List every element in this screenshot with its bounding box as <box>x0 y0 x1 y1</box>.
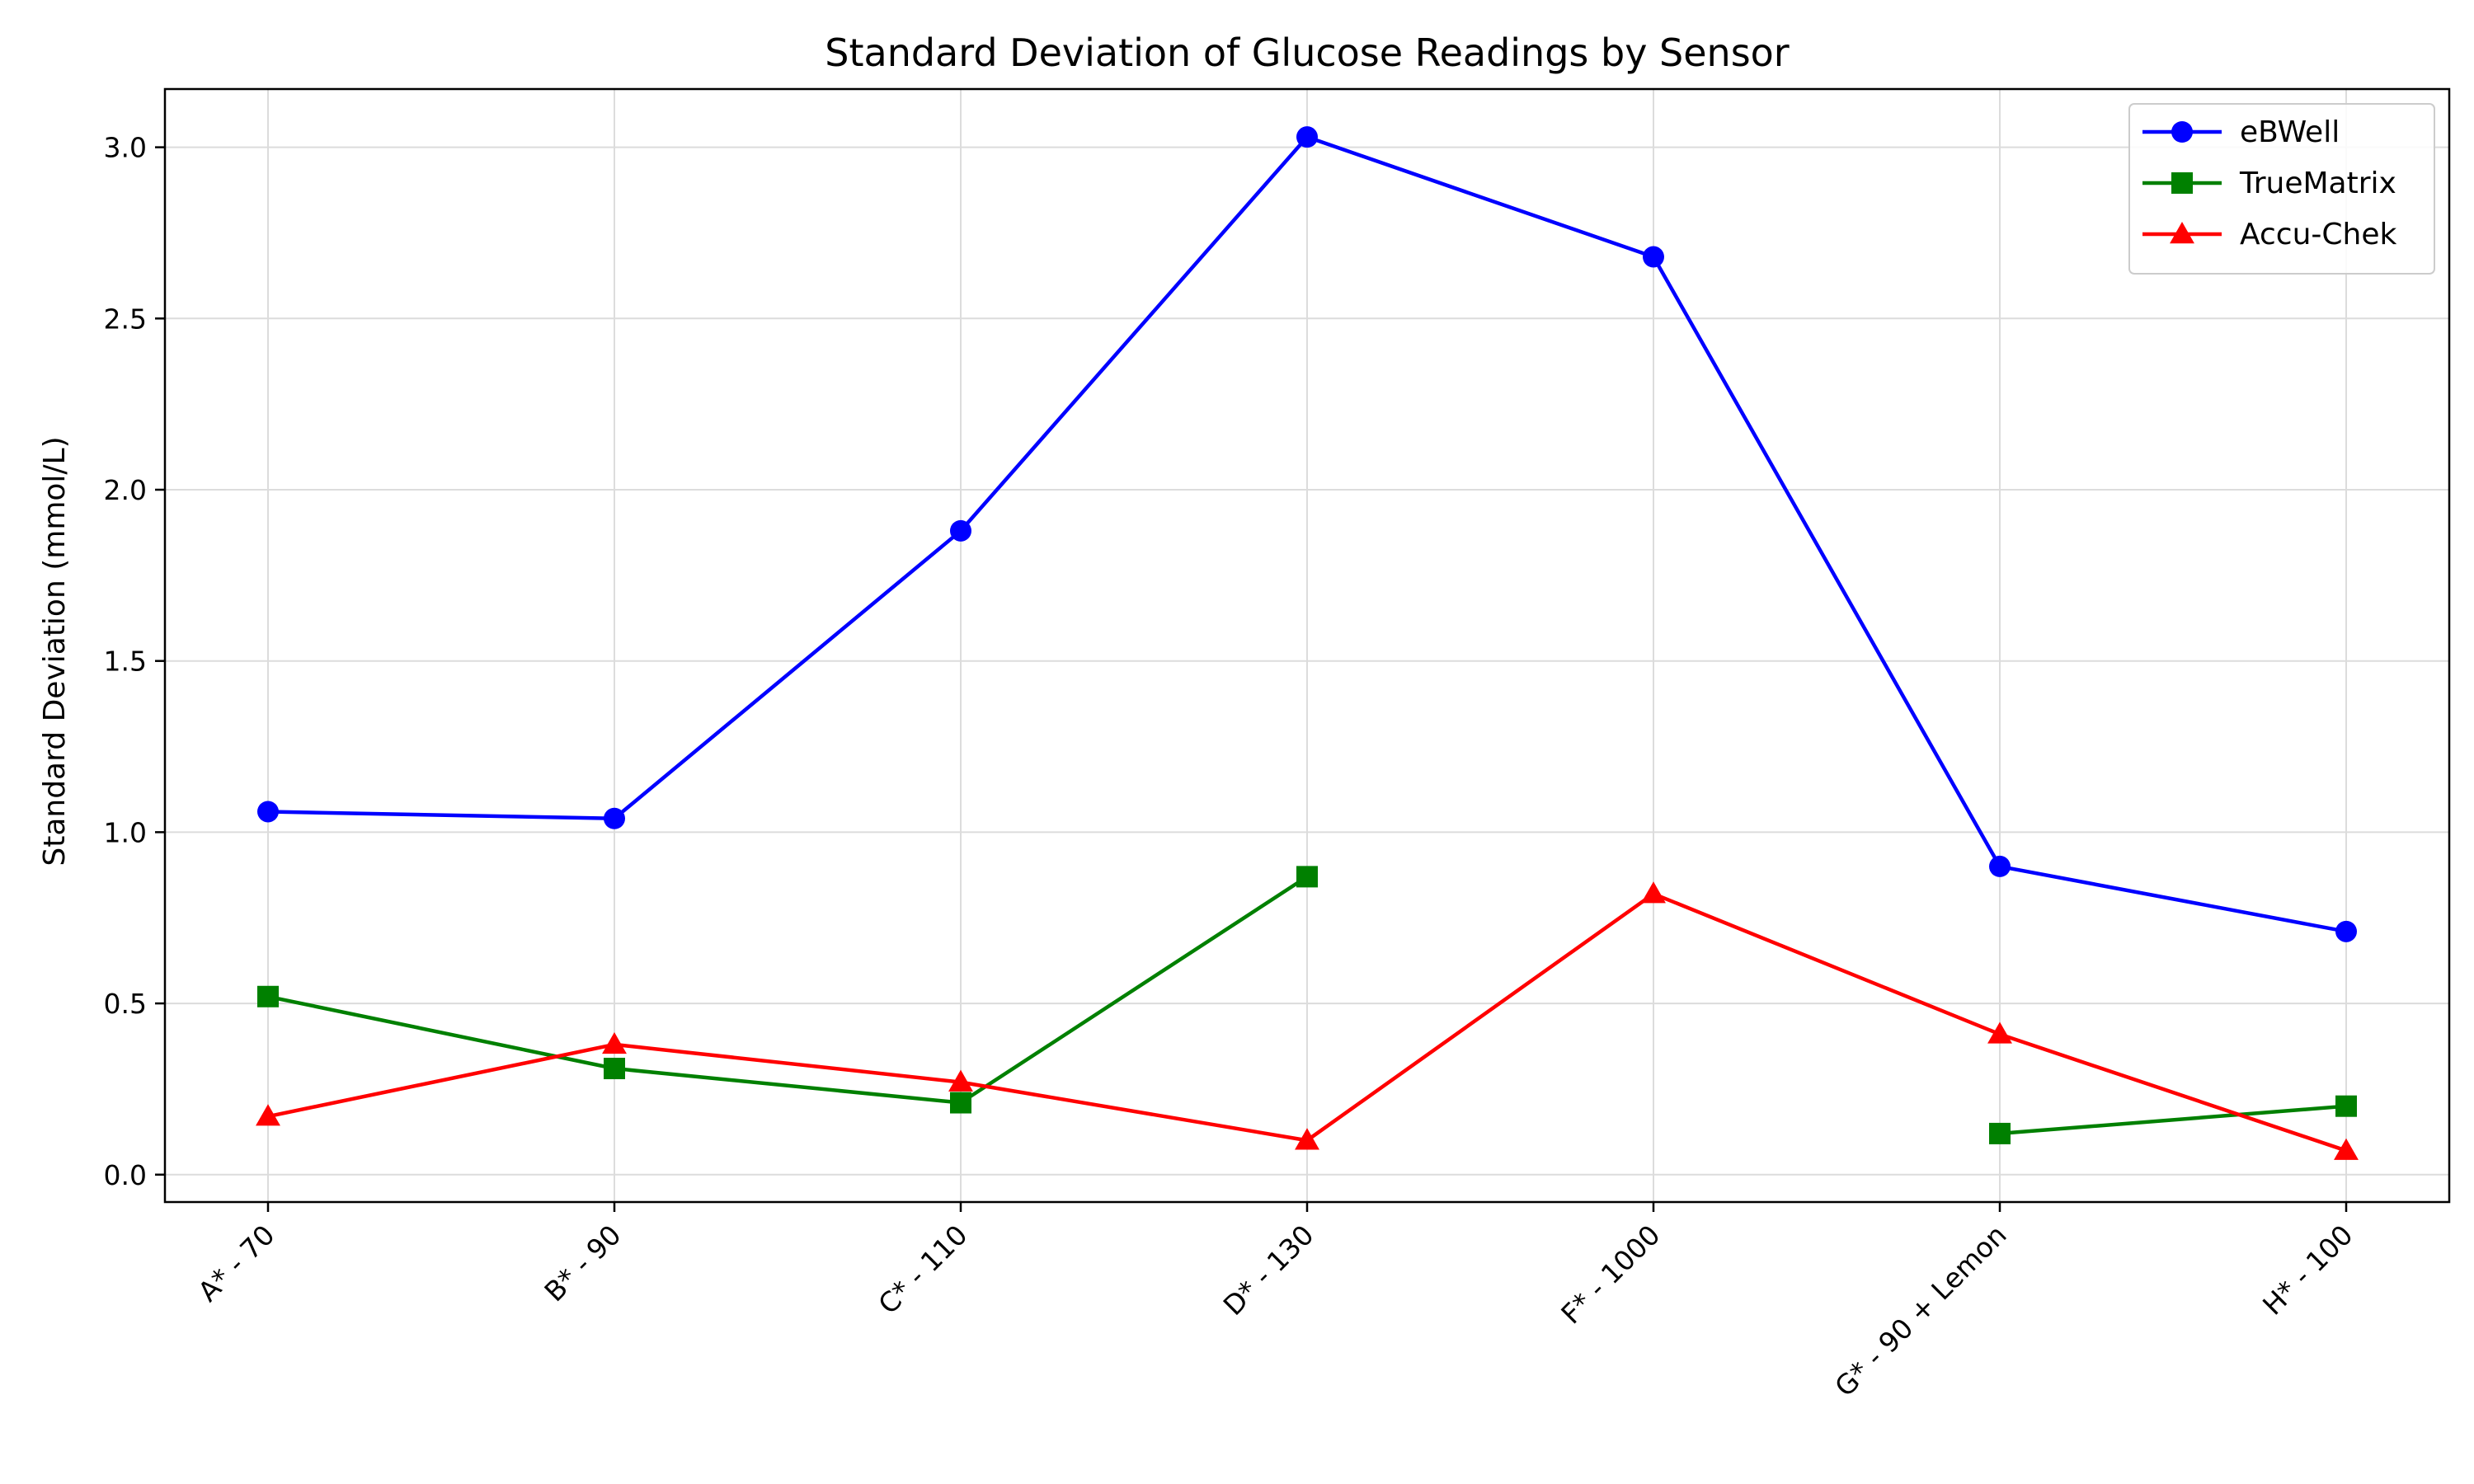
x-tick-label: C* - 110 <box>872 1219 973 1320</box>
data-point <box>1296 866 1318 888</box>
data-point <box>1295 1128 1319 1150</box>
data-point <box>2335 920 2357 942</box>
grid <box>165 89 2449 1202</box>
data-point <box>1989 1122 2011 1144</box>
data-point <box>1987 1021 2012 1044</box>
y-tick-label: 1.0 <box>104 816 147 848</box>
legend-label: Accu-Chek <box>2240 218 2396 251</box>
legend-marker <box>2171 121 2193 143</box>
data-point <box>604 807 625 829</box>
legend-label: TrueMatrix <box>2239 167 2396 200</box>
y-tick-label: 1.5 <box>104 646 147 678</box>
data-point <box>2335 1095 2357 1117</box>
data-point <box>604 1058 625 1079</box>
x-tick-label: G* - 90 + Lemon <box>1828 1219 2012 1402</box>
data-point <box>950 519 971 542</box>
legend-item: TrueMatrix <box>2142 167 2396 200</box>
y-tick-label: 2.0 <box>104 474 147 506</box>
series-truematrix <box>257 866 2357 1144</box>
data-point <box>256 1104 280 1126</box>
y-tick-label: 3.0 <box>104 132 147 164</box>
x-tick-label: B* - 90 <box>538 1219 627 1308</box>
series-layer <box>256 126 2359 1160</box>
x-tick-label: A* - 70 <box>192 1219 281 1308</box>
y-tick-label: 2.5 <box>104 303 147 335</box>
data-point <box>1296 126 1318 148</box>
data-point <box>950 1092 971 1114</box>
data-point <box>257 801 279 823</box>
data-point <box>257 985 279 1007</box>
chart-title: Standard Deviation of Glucose Readings b… <box>825 31 1790 75</box>
y-tick-label: 0.5 <box>104 988 147 1020</box>
legend-box <box>2128 103 2435 275</box>
series-line <box>1999 1104 2347 1136</box>
x-tick-label: F* - 1000 <box>1554 1219 1666 1330</box>
data-point <box>1641 881 1666 904</box>
data-point <box>2334 1138 2359 1160</box>
y-tick-label: 0.0 <box>104 1159 147 1191</box>
series-line <box>267 875 1309 1105</box>
legend: eBWell TrueMatrix Accu-Chek <box>2128 103 2435 275</box>
y-axis-label: Standard Deviation (mmol/L) <box>38 436 72 866</box>
x-tick-label: H* - 100 <box>2256 1219 2359 1322</box>
x-tick-label: D* - 130 <box>1217 1219 1320 1322</box>
data-point <box>1989 855 2011 877</box>
series-ebwell <box>257 126 2357 942</box>
data-point <box>948 1069 973 1092</box>
legend-marker <box>2171 172 2193 194</box>
series-accu-chek <box>256 881 2359 1160</box>
data-point <box>602 1031 627 1054</box>
legend-item: eBWell <box>2142 115 2340 149</box>
legend-label: eBWell <box>2240 115 2340 149</box>
data-point <box>1643 246 1664 268</box>
axes: 0.0 0.5 1.0 1.5 2.0 2.5 3.0 A* - 70 B* - 90 C* - … <box>104 132 2359 1403</box>
legend-marker <box>2170 222 2194 244</box>
legend-item: Accu-Chek <box>2142 218 2396 251</box>
